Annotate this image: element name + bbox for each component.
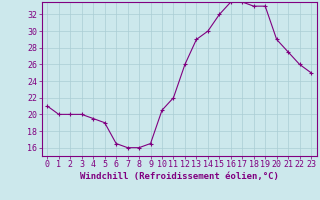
X-axis label: Windchill (Refroidissement éolien,°C): Windchill (Refroidissement éolien,°C) bbox=[80, 172, 279, 181]
